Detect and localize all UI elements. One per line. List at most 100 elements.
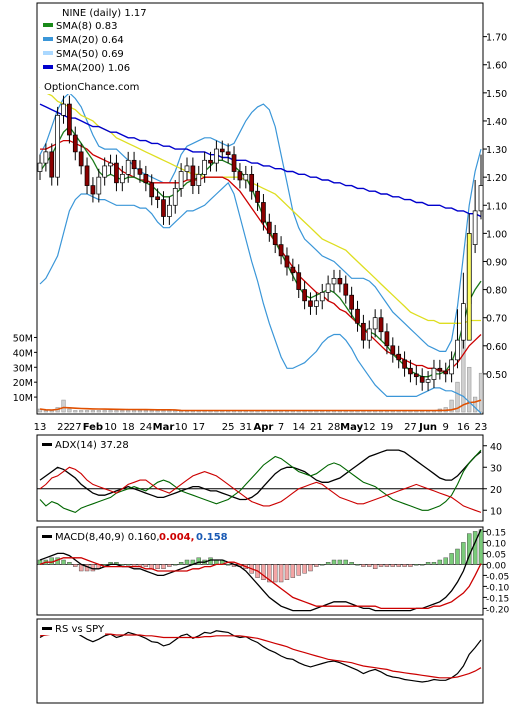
macd-histogram-bar (167, 564, 172, 567)
macd-histogram-bar (443, 557, 448, 565)
volume-bar (137, 410, 143, 413)
legend-entry: SMA(8) 0.83 (56, 21, 117, 32)
price-y-tick-label: 1.20 (486, 173, 507, 184)
price-candle (378, 317, 384, 333)
price-candle (225, 151, 231, 156)
price-candle (61, 103, 66, 116)
price-candle (202, 159, 207, 175)
legend-swatch (43, 37, 53, 41)
macd-histogram-bar (302, 564, 307, 574)
price-candle (219, 148, 225, 153)
price-candle (190, 165, 196, 186)
macd-histogram-bar (349, 562, 354, 565)
macd-y-tick-label: -0.20 (486, 605, 510, 615)
price-candle (343, 283, 349, 296)
price-candle (419, 376, 425, 383)
legend-entry: SMA(20) 0.64 (56, 35, 124, 46)
x-axis-label: 31 (239, 422, 252, 433)
price-y-tick-label: 1.30 (486, 145, 507, 156)
price-candle (425, 379, 431, 383)
volume-bar (102, 410, 107, 413)
macd-histogram-bar (396, 564, 401, 567)
macd-histogram-bar (414, 564, 419, 566)
price-y-tick-label: 0.50 (486, 370, 507, 381)
price-y-tick-label: 1.70 (486, 33, 507, 44)
price-candle (390, 345, 396, 355)
macd-histogram-bar (196, 557, 201, 565)
volume-tick-label: 30M (13, 363, 33, 374)
macd-histogram-bar (67, 562, 72, 565)
x-axis-label: 27 (404, 422, 417, 433)
legend-title: NINE (daily) 1.17 (62, 8, 147, 19)
adx-legend-swatch (42, 443, 52, 446)
macd-histogram-bar (372, 564, 378, 570)
x-axis-label: 14 (292, 422, 305, 433)
macd-histogram-bar (102, 564, 107, 566)
volume-tick-label: 10M (13, 393, 33, 404)
volume-bar (43, 410, 48, 413)
macd-histogram-bar (61, 559, 66, 565)
macd-y-tick-label: 0.00 (486, 561, 506, 571)
macd-histogram-bar (314, 564, 319, 567)
rs-legend-swatch (42, 627, 52, 630)
macd-histogram-bar (120, 564, 125, 566)
price-candle (272, 233, 278, 245)
adx-y-tick-label: 20 (490, 485, 502, 496)
sma50-line (39, 86, 481, 324)
price-candle (319, 292, 325, 302)
macd-histogram-bar (296, 564, 301, 576)
volume-bar (90, 410, 96, 413)
price-candle (413, 373, 419, 378)
x-axis-label: 9 (443, 422, 449, 433)
volume-bar (126, 410, 131, 413)
price-candle (296, 272, 302, 290)
adx-legend-background (39, 437, 127, 451)
x-axis-label: 22 (57, 422, 70, 433)
macd-histogram-bar (273, 564, 278, 583)
price-candle (214, 148, 219, 164)
macd-histogram-bar (278, 564, 284, 583)
macd-histogram-bar (308, 564, 313, 572)
adx-legend-label: ADX(14) 37.28 (55, 440, 129, 451)
price-candle (372, 317, 378, 330)
price-candle (308, 300, 313, 307)
x-axis-label: 7 (278, 422, 284, 433)
macd-histogram-bar (449, 553, 454, 565)
price-candle (255, 190, 260, 203)
price-candle (455, 339, 460, 361)
price-candle (266, 221, 272, 234)
rs-legend-background (39, 621, 105, 635)
volume-bar (149, 410, 154, 413)
macd-histogram-bar (225, 564, 231, 566)
macd-histogram-bar (437, 559, 443, 565)
macd-signal-label: 0.004, (159, 532, 194, 543)
price-candle (361, 322, 366, 341)
rs-average-line (39, 631, 482, 679)
price-y-tick-label: 0.60 (486, 342, 507, 353)
price-y-tick-label: 0.90 (486, 257, 507, 268)
macd-histogram-bar (184, 559, 190, 565)
price-candle (396, 353, 402, 361)
x-axis-label: 17 (192, 422, 205, 433)
macd-signal-line (39, 557, 482, 610)
price-candle (337, 277, 343, 285)
macd-histogram-bar (337, 559, 343, 565)
price-candle (155, 196, 160, 200)
price-candle (278, 244, 284, 257)
price-candle (131, 159, 137, 170)
volume-bar (455, 381, 460, 413)
price-candle (55, 114, 60, 178)
legend-entry: SMA(200) 1.06 (56, 63, 130, 74)
macd-histogram-bar (343, 559, 348, 565)
volume-bar (473, 396, 478, 413)
x-axis-label: 27 (69, 422, 82, 433)
macd-histogram-bar (125, 564, 131, 566)
price-candle (102, 165, 108, 178)
price-candle (49, 151, 55, 178)
volume-bar (478, 372, 484, 413)
macd-histogram-bar (284, 564, 290, 581)
x-axis-label: 24 (139, 422, 152, 433)
sma8-line (39, 125, 482, 378)
volume-bar (114, 410, 119, 413)
adx-y-tick-label: 10 (490, 506, 502, 517)
